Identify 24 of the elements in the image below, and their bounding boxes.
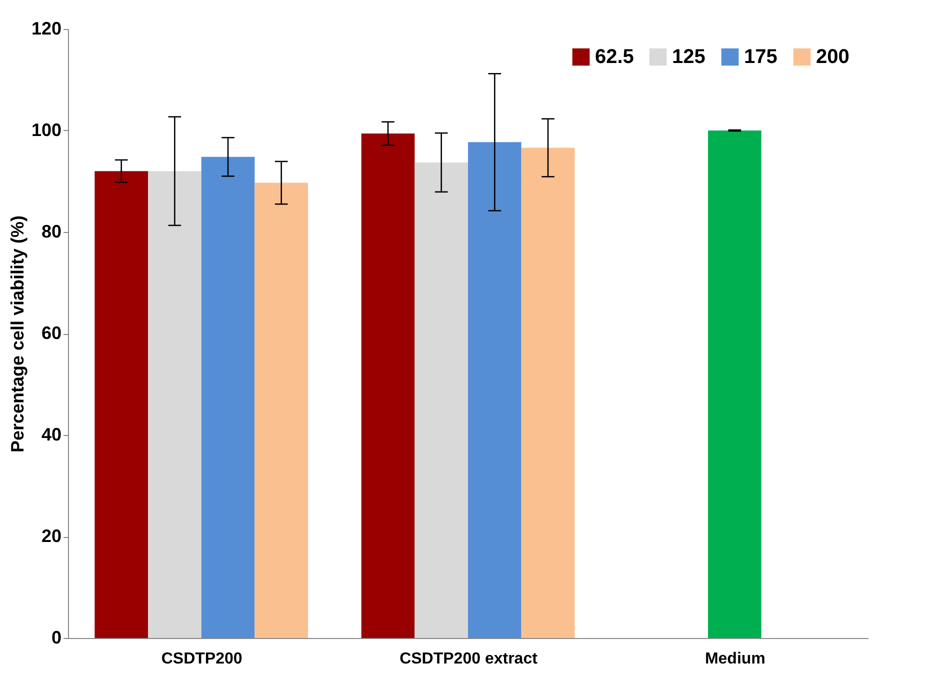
bar xyxy=(708,130,762,638)
y-tick-label: 60 xyxy=(41,323,62,343)
bar xyxy=(521,148,575,638)
x-tick-label: Medium xyxy=(704,650,766,668)
y-tick-label: 40 xyxy=(41,424,62,444)
y-tick-label: 0 xyxy=(51,628,62,648)
bar xyxy=(148,171,202,638)
bar xyxy=(254,182,308,638)
bar xyxy=(94,171,148,638)
y-tick-label: 20 xyxy=(41,526,62,546)
legend-label: 62.5 xyxy=(595,46,634,68)
legend-label: 125 xyxy=(672,46,706,68)
legend-label: 175 xyxy=(744,46,778,68)
bar xyxy=(201,156,255,638)
y-axis-title: Percentage cell viability (%) xyxy=(7,215,28,453)
legend-label: 200 xyxy=(816,46,850,68)
y-tick-label: 100 xyxy=(31,120,62,140)
x-tick-label: CSDTP200 extract xyxy=(400,650,538,668)
bar xyxy=(468,142,522,638)
bar xyxy=(414,162,468,638)
bar xyxy=(361,134,415,638)
y-tick-label: 120 xyxy=(31,18,62,38)
x-tick-label: CSDTP200 xyxy=(161,650,242,668)
y-tick-label: 80 xyxy=(41,222,62,242)
